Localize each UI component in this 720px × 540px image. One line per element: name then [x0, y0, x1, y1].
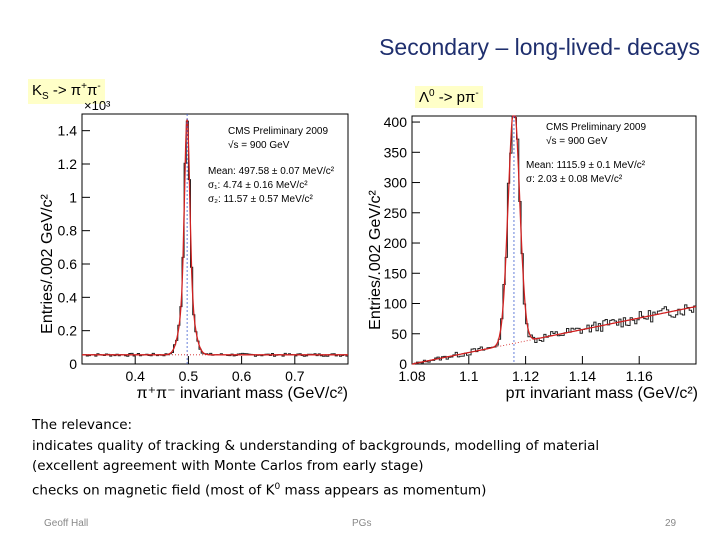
- lambda-y-tick-label: 250: [384, 205, 408, 221]
- ks-label-sub: S: [42, 91, 49, 102]
- relevance-text: The relevance: indicates quality of trac…: [32, 415, 702, 501]
- lambda-x-tick-label: 1.12: [512, 368, 539, 384]
- lambda-energy-label: √s = 900 GeV: [546, 135, 608, 147]
- lambda-histogram-bars: [412, 115, 696, 365]
- ks-fit-curve: [82, 118, 348, 356]
- line3-sup: 0: [274, 481, 281, 492]
- ks-y-tick-label: 1: [69, 189, 77, 205]
- lambda-y-tick-label: 50: [391, 326, 407, 342]
- lambda-y-tick-label: 200: [384, 235, 408, 251]
- ks-energy-label: √s = 900 GeV: [228, 139, 290, 151]
- lambda-label-minus: -: [475, 88, 479, 99]
- ks-mass-histogram: CMS Preliminary 2009 √s = 900 GeV Mean: …: [39, 98, 349, 402]
- relevance-line-2: (excellent agreement with Monte Carlos f…: [32, 458, 424, 474]
- ks-x-axis-label: π⁺π⁻ invariant mass (GeV/c²): [137, 385, 348, 402]
- ks-label-minus: -: [97, 81, 101, 92]
- ks-stat-sigma1: σ₁: 4.74 ± 0.16 MeV/c²: [208, 180, 308, 191]
- line3-pre: checks on magnetic field (most of K: [32, 482, 275, 498]
- lambda-x-tick-label: 1.08: [398, 368, 425, 384]
- ks-x-tick-label: 0.4: [125, 368, 145, 384]
- lambda-mass-histogram: CMS Preliminary 2009 √s = 900 GeV Mean: …: [367, 114, 698, 402]
- ks-label-pi: π: [86, 82, 98, 99]
- lambda-background-fit: [411, 306, 697, 365]
- ks-y-tick-label: 0.6: [58, 256, 78, 272]
- slide-title: Secondary – long-lived- decays: [379, 34, 700, 60]
- ks-label-plus: +: [81, 81, 87, 92]
- footer-page-number: 29: [665, 518, 677, 529]
- lambda-x-tick-label: 1.16: [626, 368, 653, 384]
- relevance-line-1: indicates quality of tracking & understa…: [32, 437, 600, 454]
- relevance-line-3: checks on magnetic field (most of K0 mas…: [32, 477, 702, 501]
- ks-y-tick-label: 1.4: [58, 123, 78, 139]
- lambda-y-tick-label: 400: [384, 114, 408, 130]
- ks-x-tick-label: 0.7: [285, 368, 305, 384]
- ks-x-tick-label: 0.6: [232, 368, 252, 384]
- ks-y-multiplier: ×10³: [84, 98, 111, 113]
- ks-y-tick-label: 0.2: [58, 323, 78, 339]
- lambda-label-zero: 0: [429, 88, 435, 99]
- ks-histogram-bars: [82, 120, 348, 357]
- lambda-y-tick-label: 150: [384, 265, 408, 281]
- lambda-plot-frame: [411, 115, 697, 365]
- lambda-label-arrow: -> pπ: [434, 89, 476, 106]
- ks-stat-sigma2: σ₂: 11.57 ± 0.57 MeV/c²: [208, 194, 314, 205]
- lambda-y-tick-label: 0: [399, 356, 407, 372]
- ks-plot-frame: [81, 113, 349, 365]
- lambda-chart-title: CMS Preliminary 2009: [546, 122, 646, 133]
- ks-y-axis-label: Entries/.002 GeV/c²: [39, 194, 56, 334]
- relevance-heading: The relevance:: [32, 417, 133, 433]
- lambda-stat-mean: Mean: 1115.9 ± 0.1 MeV/c²: [526, 160, 646, 171]
- lambda-y-tick-label: 100: [384, 296, 408, 312]
- ks-x-tick-label: 0.5: [179, 368, 199, 384]
- ks-label-k: K: [32, 82, 43, 99]
- lambda-fit-curve: [412, 115, 697, 365]
- ks-y-tick-label: 1.2: [58, 156, 78, 172]
- lambda-y-tick-label: 350: [384, 144, 408, 160]
- ks-y-tick-label: 0: [69, 356, 77, 372]
- ks-y-tick-label: 0.8: [58, 223, 78, 239]
- lambda-y-tick-label: 300: [384, 175, 408, 191]
- ks-y-tick-label: 0.4: [58, 289, 78, 305]
- lambda-label-symbol: Λ: [419, 89, 430, 106]
- footer-center: PGs: [352, 518, 372, 529]
- lambda-stat-sigma: σ: 2.03 ± 0.08 MeV/c²: [526, 174, 623, 185]
- lambda-x-axis-label: pπ invariant mass (GeV/c²): [506, 385, 698, 402]
- lambda-x-tick-label: 1.1: [459, 368, 479, 384]
- line3-post: mass appears as momentum): [280, 482, 487, 498]
- lambda-decay-label: Λ0 -> pπ-: [415, 86, 483, 108]
- lambda-x-tick-label: 1.14: [569, 368, 596, 384]
- ks-label-arrow-pi: -> π: [48, 82, 82, 99]
- ks-stat-mean: Mean: 497.58 ± 0.07 MeV/c²: [208, 166, 335, 177]
- ks-decay-label: KS -> π+π-: [28, 79, 105, 104]
- ks-chart-title: CMS Preliminary 2009: [228, 126, 328, 137]
- footer-author: Geoff Hall: [44, 518, 89, 529]
- lambda-y-axis-label: Entries/.002 GeV/c²: [367, 190, 384, 330]
